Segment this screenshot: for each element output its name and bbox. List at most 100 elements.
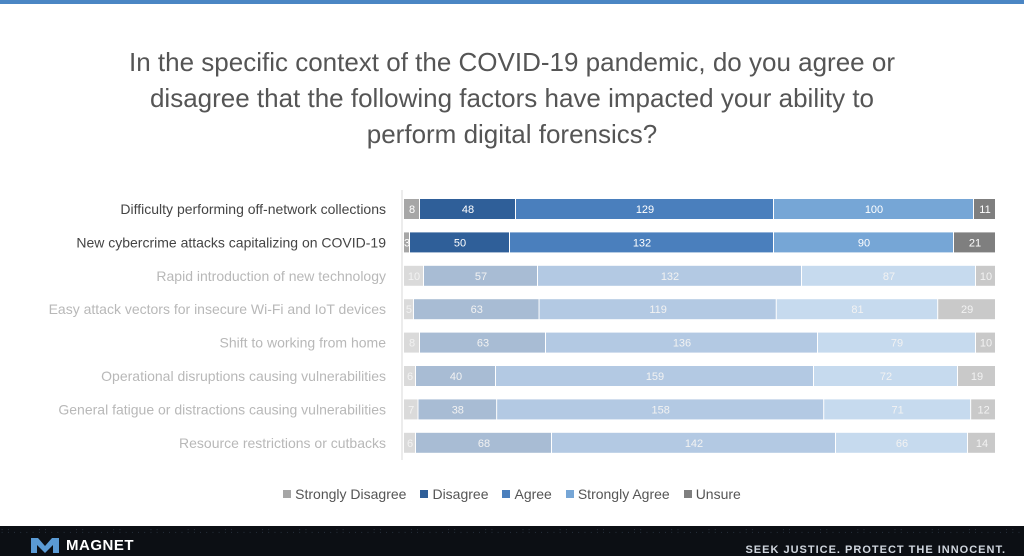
category-label-operational-disruptions-causing-vulnerabilities: Operational disruptions causing vulnerab… (101, 368, 386, 384)
bar-disagree-1 (410, 232, 509, 253)
bar-agree-7 (552, 432, 835, 453)
data-label-unsure-2: 10 (980, 271, 992, 283)
legend-item-unsure: Unsure (683, 486, 741, 502)
data-label-strongly-disagree-4: 8 (409, 338, 415, 350)
data-label-strongly-agree-7: 66 (896, 438, 908, 450)
data-label-strongly-disagree-7: 6 (407, 438, 413, 450)
legend-swatch-strongly-disagree (283, 490, 292, 498)
category-label-shift-to-working-from-home: Shift to working from home (219, 335, 386, 351)
bar-disagree-7 (416, 432, 551, 453)
bar-strongly-agree-0 (774, 199, 973, 219)
brand-name: MAGNET (66, 536, 134, 554)
footer-pattern: ::....::....::....::....::....::....::..… (0, 528, 1024, 536)
chart-title: In the specific context of the COVID-19 … (129, 47, 895, 149)
data-label-strongly-agree-6: 71 (892, 404, 904, 416)
bar-disagree-5 (416, 366, 495, 386)
data-label-agree-4: 136 (673, 338, 691, 350)
brand-logo: MAGNET (30, 536, 134, 554)
footer-bar: ::....::....::....::....::....::....::..… (0, 526, 1024, 556)
bar-agree-4 (546, 332, 817, 353)
bar-disagree-2 (424, 265, 537, 286)
bar-unsure-2 (976, 265, 995, 286)
data-label-unsure-0: 11 (979, 204, 990, 216)
category-label-resource-restrictions-or-cutbacks: Resource restrictions or cutbacks (179, 435, 386, 451)
legend-swatch-unsure (683, 490, 692, 498)
bar-disagree-3 (413, 299, 539, 320)
data-label-strongly-disagree-0: 8 (409, 204, 415, 216)
legend-item-strongly-agree: Strongly Agree (565, 486, 670, 502)
bar-strongly-disagree-7 (404, 432, 415, 453)
stacked-bar-chart: Difficulty performing off-network collec… (49, 190, 995, 460)
data-label-strongly-disagree-5: 6 (407, 371, 413, 383)
data-label-agree-7: 142 (685, 438, 703, 450)
category-label-rapid-introduction-of-new-technology: Rapid introduction of new technology (156, 268, 386, 284)
data-label-strongly-agree-2: 87 (883, 271, 895, 283)
category-label-new-cybercrime-attacks-capitalizing-on-covid-19: New cybercrime attacks capitalizing on C… (76, 234, 386, 250)
data-label-strongly-disagree-3: 5 (406, 304, 412, 316)
data-label-strongly-disagree-2: 10 (408, 271, 420, 283)
bar-strongly-agree-6 (824, 399, 971, 420)
legend-item-disagree: Disagree (420, 486, 488, 502)
bar-unsure-1 (954, 232, 995, 253)
data-label-strongly-agree-5: 72 (880, 371, 892, 383)
bar-strongly-agree-2 (802, 265, 975, 286)
data-label-strongly-disagree-6: 7 (408, 404, 414, 416)
legend-item-strongly-disagree: Strongly Disagree (283, 486, 406, 502)
data-label-agree-6: 158 (651, 404, 669, 416)
bar-unsure-5 (958, 366, 995, 386)
legend-label-disagree: Disagree (432, 486, 489, 502)
chart-legend: Strongly Disagree Disagree Agree Strongly A… (0, 486, 1024, 502)
data-label-unsure-3: 29 (961, 304, 973, 316)
bar-unsure-3 (938, 299, 995, 320)
bar-agree-3 (539, 299, 776, 320)
data-label-strongly-agree-0: 100 (865, 204, 883, 216)
bar-unsure-0 (974, 199, 995, 219)
bar-agree-0 (516, 199, 773, 219)
data-label-disagree-3: 63 (471, 304, 483, 316)
data-label-disagree-5: 40 (450, 371, 462, 383)
bar-agree-6 (497, 399, 824, 420)
bar-strongly-disagree-3 (404, 299, 413, 320)
data-label-strongly-agree-4: 79 (891, 338, 903, 350)
bar-strongly-disagree-6 (404, 399, 418, 420)
data-label-unsure-5: 19 (971, 371, 983, 383)
magnet-logo-icon (31, 538, 59, 553)
bar-agree-5 (496, 366, 813, 386)
data-label-strongly-disagree-1: 3 (404, 237, 410, 249)
bar-strongly-agree-5 (814, 366, 957, 386)
data-label-unsure-4: 10 (980, 338, 992, 350)
bar-strongly-disagree-5 (404, 366, 415, 386)
data-label-agree-5: 159 (646, 371, 664, 383)
data-label-agree-1: 132 (633, 237, 651, 249)
legend-label-unsure: Unsure (695, 486, 741, 502)
bar-strongly-agree-7 (836, 432, 967, 453)
data-label-agree-0: 129 (636, 204, 654, 216)
bar-strongly-disagree-2 (404, 265, 423, 286)
legend-label-strongly-agree: Strongly Agree (577, 486, 670, 502)
bar-disagree-6 (418, 399, 497, 420)
data-label-unsure-1: 21 (969, 237, 981, 249)
data-label-disagree-7: 68 (478, 438, 490, 450)
data-label-disagree-4: 63 (477, 338, 489, 350)
bar-strongly-agree-4 (818, 332, 975, 353)
data-label-disagree-0: 48 (462, 204, 474, 216)
legend-swatch-agree (502, 490, 511, 498)
bar-strongly-agree-1 (774, 232, 953, 253)
category-label-difficulty-performing-off-network-collections: Difficulty performing off-network collec… (120, 201, 386, 217)
bar-unsure-7 (968, 432, 995, 453)
bar-unsure-6 (971, 399, 995, 420)
data-label-agree-2: 132 (661, 271, 679, 283)
data-label-unsure-7: 14 (976, 438, 988, 450)
data-label-agree-3: 119 (649, 304, 667, 316)
data-label-disagree-1: 50 (454, 237, 466, 249)
category-label-easy-attack-vectors-for-insecure-wi-fi-and-iot-devices: Easy attack vectors for insecure Wi-Fi a… (49, 301, 386, 317)
bar-strongly-disagree-1 (404, 232, 409, 253)
legend-label-strongly-disagree: Strongly Disagree (295, 486, 407, 502)
legend-swatch-disagree (420, 490, 429, 498)
data-label-disagree-2: 57 (475, 271, 487, 283)
data-label-unsure-6: 12 (977, 404, 989, 416)
bar-strongly-disagree-0 (404, 199, 419, 219)
bar-strongly-agree-3 (776, 299, 938, 320)
legend-item-agree: Agree (502, 486, 552, 502)
footer-tagline: SEEK JUSTICE. PROTECT THE INNOCENT. (745, 544, 1006, 556)
